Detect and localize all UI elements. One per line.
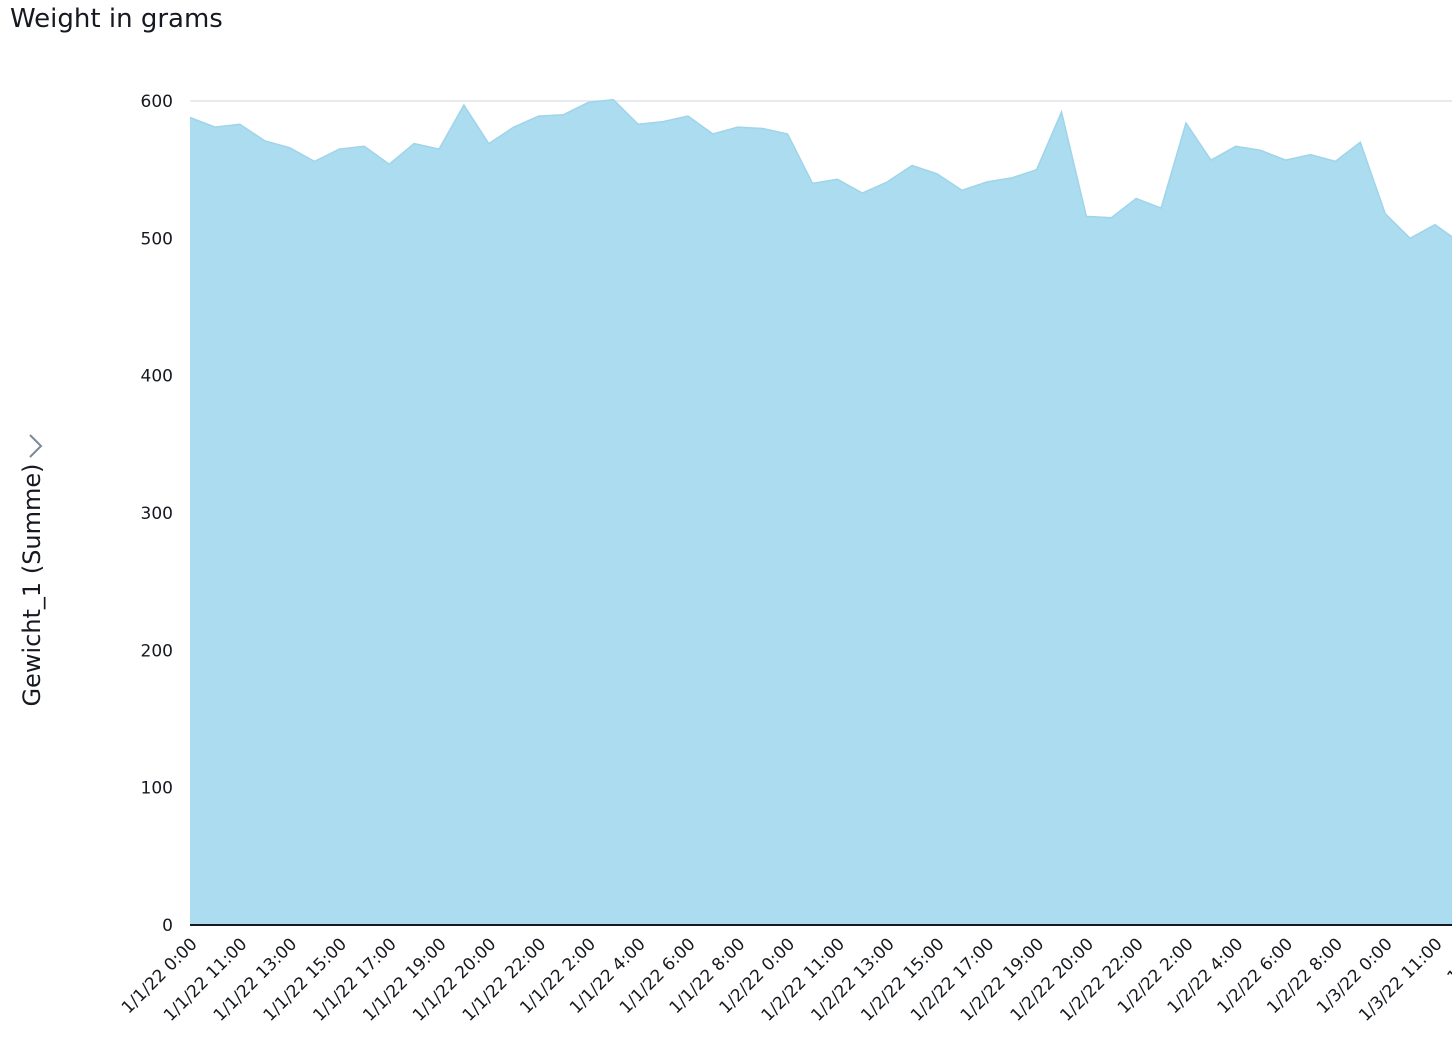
y-tick-label: 400: [141, 367, 173, 387]
y-tick-label: 500: [141, 229, 173, 249]
series-area: [190, 99, 1452, 925]
x-tick-label: 1/3/22: [1444, 934, 1452, 987]
chevron-right-icon[interactable]: [22, 432, 48, 460]
y-tick-label: 600: [141, 92, 173, 112]
y-tick-label: 300: [141, 504, 173, 524]
y-tick-label: 100: [141, 779, 173, 799]
x-axis-ticks: 1/1/22 0:001/1/22 11:001/1/22 13:001/1/2…: [118, 934, 1452, 1025]
y-tick-label: 0: [162, 916, 173, 936]
y-tick-label: 200: [141, 641, 173, 661]
y-axis-ticks: 0 100 200 300 400 500 600: [141, 92, 173, 936]
chart-title: Weight in grams: [10, 4, 223, 34]
series-line: [189, 98, 1452, 240]
